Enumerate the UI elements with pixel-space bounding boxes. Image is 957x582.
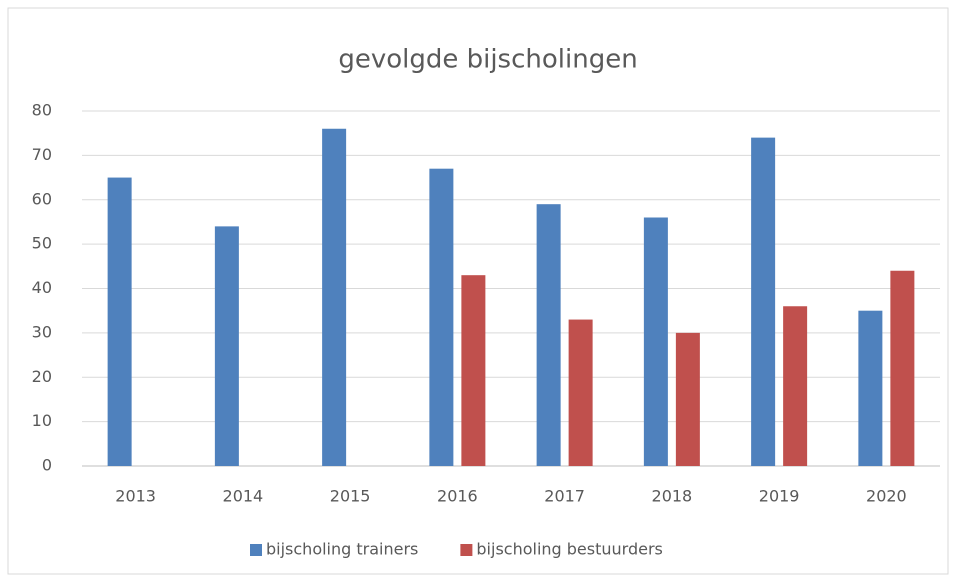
y-tick-label: 40 <box>32 278 52 297</box>
y-tick-label: 60 <box>32 189 52 208</box>
bar <box>783 306 808 466</box>
bar <box>675 332 700 466</box>
y-tick-label: 0 <box>42 456 52 475</box>
y-tick-label: 80 <box>32 101 52 120</box>
x-tick-label: 2016 <box>437 487 478 506</box>
x-tick-label: 2018 <box>652 487 693 506</box>
bar <box>461 275 486 466</box>
bar <box>107 177 132 466</box>
bar <box>322 128 347 466</box>
y-tick-label: 10 <box>32 411 52 430</box>
y-tick-label: 20 <box>32 367 52 386</box>
x-tick-label: 2017 <box>544 487 585 506</box>
chart-title: gevolgde bijscholingen <box>338 45 637 75</box>
x-tick-label: 2014 <box>223 487 264 506</box>
legend-swatch <box>460 544 473 556</box>
bar <box>751 137 776 466</box>
y-tick-label: 50 <box>32 234 52 253</box>
x-tick-label: 2013 <box>115 487 156 506</box>
x-tick-label: 2015 <box>330 487 371 506</box>
bar <box>568 319 593 466</box>
bar <box>429 168 454 466</box>
x-tick-label: 2020 <box>866 487 907 506</box>
bar <box>214 226 239 466</box>
legend-label: bijscholing bestuurders <box>476 540 662 559</box>
bar <box>536 204 561 466</box>
y-tick-label: 30 <box>32 322 52 341</box>
legend-label: bijscholing trainers <box>266 540 418 559</box>
bar <box>890 270 915 466</box>
y-tick-label: 70 <box>32 145 52 164</box>
bar <box>858 310 883 466</box>
legend-swatch <box>250 544 262 556</box>
x-tick-label: 2019 <box>759 487 800 506</box>
bar <box>643 217 668 466</box>
